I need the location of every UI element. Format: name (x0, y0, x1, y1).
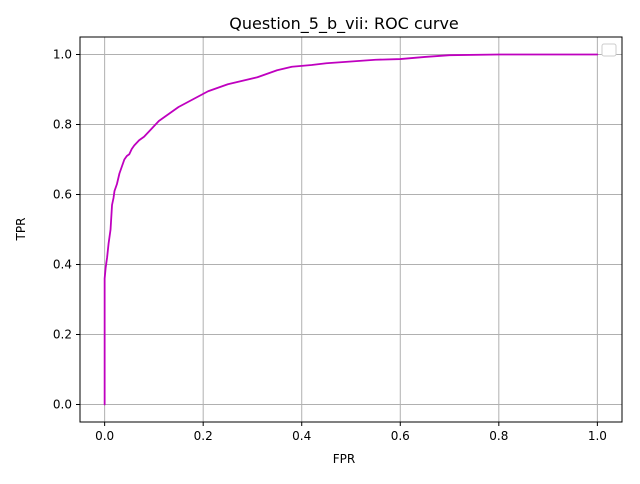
x-tick-label-3: 0.6 (391, 429, 410, 443)
y-axis-label: TPR (14, 218, 28, 242)
y-axis-ticks: 0.0 0.2 0.4 0.6 0.8 1.0 (53, 48, 80, 412)
x-tick-label-0: 0.0 (95, 429, 114, 443)
x-tick-label-1: 0.2 (194, 429, 213, 443)
x-tick-label-2: 0.4 (292, 429, 311, 443)
x-tick-label-4: 0.8 (489, 429, 508, 443)
x-tick-label-5: 1.0 (588, 429, 607, 443)
x-axis-label: FPR (333, 452, 355, 466)
y-tick-label-0: 0.0 (53, 398, 72, 412)
legend-box (601, 43, 617, 57)
chart-title: Question_5_b_vii: ROC curve (229, 14, 459, 34)
x-axis-ticks: 0.0 0.2 0.4 0.6 0.8 1.0 (95, 422, 607, 443)
y-tick-label-5: 1.0 (53, 48, 72, 62)
y-tick-label-1: 0.2 (53, 328, 72, 342)
roc-curve-line (103, 53, 599, 406)
y-tick-label-2: 0.4 (53, 258, 72, 272)
y-tick-label-3: 0.6 (53, 188, 72, 202)
axes-frame (79, 36, 623, 423)
y-tick-label-4: 0.8 (53, 118, 72, 132)
grid-lines (80, 37, 622, 422)
